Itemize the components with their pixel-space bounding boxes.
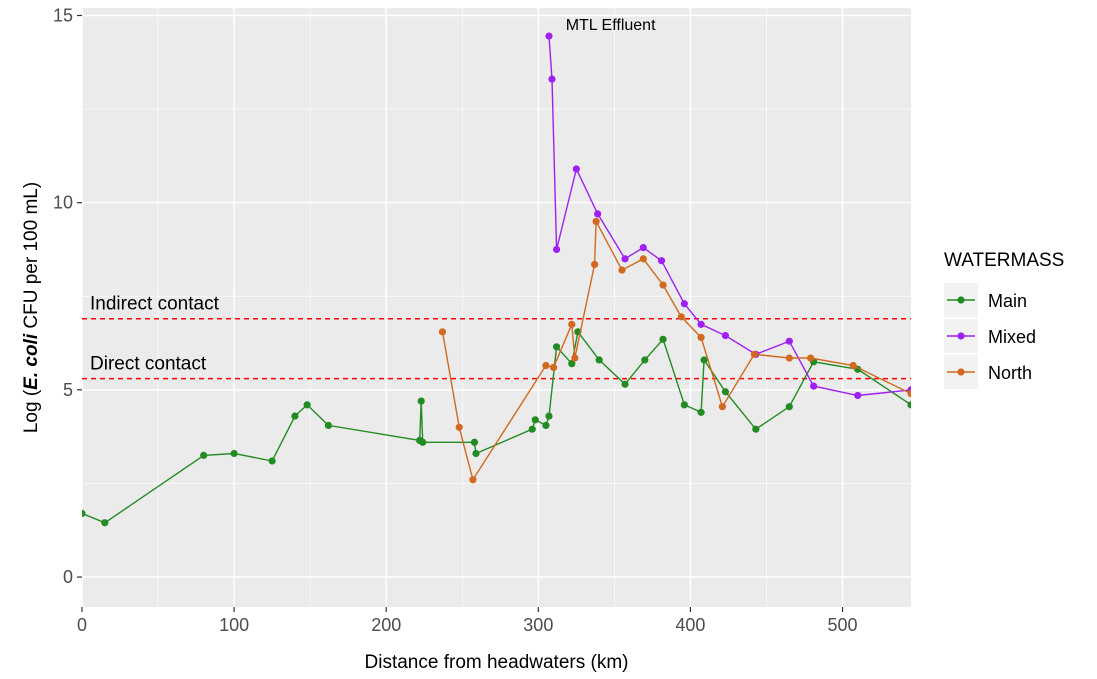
y-axis-title-suffix: CFU per 100 mL) xyxy=(21,182,42,334)
data-point-mixed xyxy=(680,300,688,308)
data-point-north xyxy=(659,281,667,289)
data-point-north xyxy=(618,266,626,274)
data-point-main xyxy=(700,356,708,364)
reference-lines xyxy=(82,317,911,380)
data-point-mixed xyxy=(785,337,793,345)
annotations: Indirect contact Direct contact MTL Efflue… xyxy=(90,17,656,375)
data-point-main xyxy=(542,421,550,430)
data-point-mixed xyxy=(621,255,629,263)
annotation-label: MTL Effluent xyxy=(566,17,656,34)
data-point-main xyxy=(621,380,629,388)
series-layer xyxy=(82,32,911,527)
legend-key-point xyxy=(957,296,965,304)
data-point-main xyxy=(230,449,238,458)
data-point-main xyxy=(659,335,667,343)
x-tick-label: 100 xyxy=(219,615,249,635)
data-point-north xyxy=(750,350,758,358)
data-point-main xyxy=(568,360,576,368)
y-tick-label: 10 xyxy=(53,193,73,213)
data-point-mixed xyxy=(854,391,862,400)
reference-line-label: Indirect contact xyxy=(90,294,220,315)
data-point-mixed xyxy=(810,382,818,390)
data-point-main xyxy=(552,343,561,351)
legend-label-main: Main xyxy=(988,291,1027,311)
x-axis-title: Distance from headwaters (km) xyxy=(365,652,629,673)
data-point-mixed xyxy=(721,331,730,340)
data-point-mixed xyxy=(572,165,580,173)
data-point-main xyxy=(907,401,911,409)
data-point-main xyxy=(268,457,276,465)
x-axis: 0 100 200 300 400 500 xyxy=(77,607,858,635)
series-line-mixed xyxy=(548,36,911,397)
data-point-main xyxy=(697,408,705,416)
data-point-north xyxy=(785,354,793,362)
x-tick-label: 0 xyxy=(77,615,87,635)
x-tick-label: 300 xyxy=(523,615,553,635)
data-point-main xyxy=(291,412,299,420)
y-axis-title-prefix: Log ( xyxy=(21,389,42,433)
major-gridlines xyxy=(81,8,911,607)
data-point-main xyxy=(641,356,649,364)
data-point-main xyxy=(470,438,479,446)
legend-key-point xyxy=(957,368,965,376)
x-tick-label: 200 xyxy=(371,615,401,635)
data-point-north xyxy=(438,328,447,336)
y-tick-label: 0 xyxy=(63,567,73,587)
data-point-north xyxy=(592,217,600,225)
y-tick-label: 5 xyxy=(63,380,73,400)
data-point-north xyxy=(718,403,726,411)
data-point-mixed xyxy=(545,32,553,40)
data-point-main xyxy=(472,449,480,458)
y-axis-title-italic: E. coli xyxy=(21,333,42,390)
data-point-north xyxy=(549,363,558,371)
data-point-main xyxy=(528,425,536,433)
data-point-north xyxy=(677,313,685,321)
data-point-north xyxy=(697,333,705,342)
x-tick-label: 500 xyxy=(828,615,858,635)
data-point-main xyxy=(303,401,311,409)
data-point-north xyxy=(571,354,579,362)
data-point-north xyxy=(591,260,599,269)
data-point-main xyxy=(82,509,86,518)
data-point-north xyxy=(542,361,550,370)
legend-title: WATERMASS xyxy=(944,250,1064,271)
data-point-mixed xyxy=(639,244,647,252)
data-point-north xyxy=(849,361,857,370)
data-point-main xyxy=(785,403,793,411)
x-tick-label: 400 xyxy=(675,615,705,635)
data-point-north xyxy=(639,255,647,263)
data-point-main xyxy=(595,356,603,364)
legend: WATERMASS Main Mixed North xyxy=(944,250,1064,389)
legend-key-point xyxy=(957,332,965,340)
minor-gridlines xyxy=(82,8,911,607)
y-axis: 0 5 10 15 xyxy=(53,5,82,587)
data-point-north xyxy=(455,423,463,431)
legend-label-mixed: Mixed xyxy=(988,327,1036,347)
y-tick-label: 15 xyxy=(53,5,73,25)
data-point-mixed xyxy=(548,75,556,83)
data-point-main xyxy=(531,416,539,424)
data-point-mixed xyxy=(697,320,705,328)
data-point-mixed xyxy=(594,210,602,218)
data-point-main xyxy=(419,438,427,446)
reference-line-label: Direct contact xyxy=(90,354,207,375)
data-point-mixed xyxy=(657,257,666,265)
data-point-main xyxy=(324,421,333,430)
plot-panel xyxy=(82,8,911,607)
legend-label-north: North xyxy=(988,363,1032,383)
data-point-north xyxy=(568,320,576,328)
data-point-north xyxy=(469,476,477,484)
data-point-main xyxy=(680,401,688,409)
data-point-main xyxy=(752,425,760,433)
data-point-mixed xyxy=(552,245,561,254)
data-point-main xyxy=(200,451,208,459)
data-point-north xyxy=(807,354,815,362)
data-point-main xyxy=(545,412,553,420)
data-point-main xyxy=(101,519,109,527)
y-axis-title: Log (E. coli CFU per 100 mL) xyxy=(21,182,42,433)
data-point-main xyxy=(417,397,425,405)
data-point-north xyxy=(907,390,911,398)
data-point-main xyxy=(721,388,730,396)
